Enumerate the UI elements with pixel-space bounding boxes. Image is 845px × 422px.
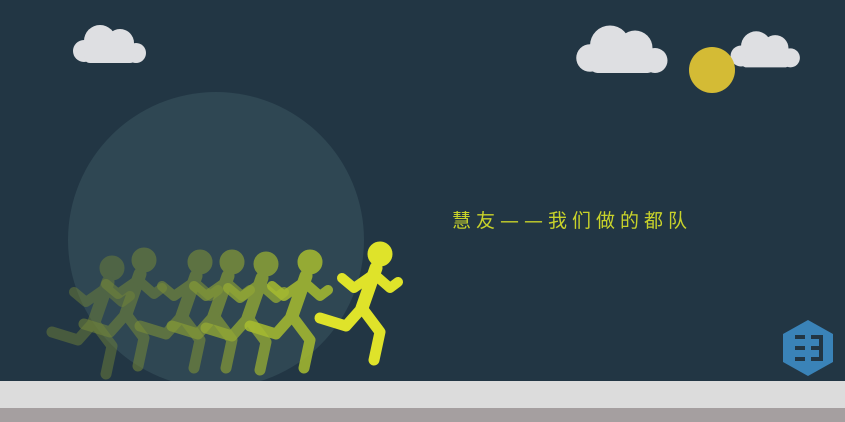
cloud-right-icon <box>730 31 800 68</box>
ground-base <box>0 408 845 422</box>
tagline: 慧友——我们做的都队 <box>452 210 693 232</box>
cloud-left-icon <box>73 25 146 63</box>
brand-logo-icon <box>783 320 833 376</box>
sun-icon <box>689 47 735 93</box>
cloud-middle-icon <box>576 25 668 73</box>
ground-track <box>0 381 845 408</box>
